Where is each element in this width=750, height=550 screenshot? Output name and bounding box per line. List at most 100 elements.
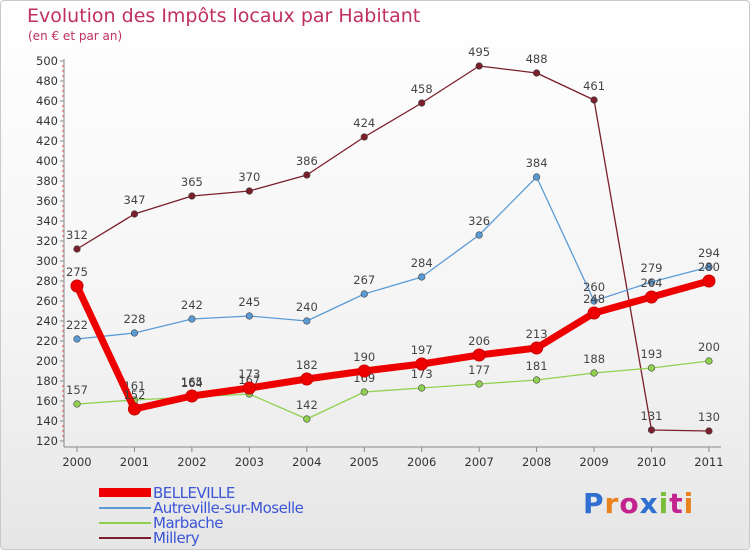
data-point-marbache [360, 388, 368, 396]
series-line-millery [76, 65, 710, 432]
data-label-autreville-sur-moselle: 294 [698, 246, 720, 260]
data-label-marbache: 177 [468, 363, 490, 377]
data-label-marbache: 193 [641, 347, 663, 361]
y-tick-label: 300 [36, 254, 58, 268]
data-point-belleville [357, 364, 371, 378]
y-tick-label: 480 [36, 74, 58, 88]
data-point-autreville-sur-moselle [590, 297, 598, 305]
x-tick-label: 2004 [292, 455, 321, 469]
y-tick-label: 380 [36, 174, 58, 188]
y-tick-label: 320 [36, 234, 58, 248]
y-tick-label: 340 [36, 214, 58, 228]
data-label-belleville: 275 [66, 265, 88, 279]
data-label-millery: 370 [238, 170, 260, 184]
data-point-belleville [127, 402, 141, 416]
data-point-autreville-sur-moselle [418, 273, 426, 281]
data-label-marbache: 200 [698, 340, 720, 354]
data-point-millery [188, 192, 196, 200]
legend-swatch [99, 536, 151, 539]
data-label-millery: 458 [411, 82, 433, 96]
y-tick-label: 460 [36, 94, 58, 108]
data-label-autreville-sur-moselle: 228 [123, 312, 145, 326]
data-label-millery: 386 [296, 154, 318, 168]
data-label-millery: 130 [698, 410, 720, 424]
y-tick-label: 500 [36, 54, 58, 68]
x-tick-label: 2002 [177, 455, 206, 469]
data-point-belleville [472, 348, 486, 362]
data-label-autreville-sur-moselle: 245 [238, 295, 260, 309]
data-label-autreville-sur-moselle: 384 [526, 156, 548, 170]
legend-swatch [99, 506, 151, 509]
y-tick-label: 240 [36, 314, 58, 328]
data-point-millery [705, 427, 713, 435]
data-label-belleville: 248 [583, 292, 605, 306]
data-point-belleville [587, 306, 601, 320]
data-label-autreville-sur-moselle: 240 [296, 300, 318, 314]
x-tick-label: 2011 [694, 455, 723, 469]
x-tick-label: 2009 [579, 455, 608, 469]
data-label-millery: 424 [353, 116, 375, 130]
data-label-autreville-sur-moselle: 242 [181, 298, 203, 312]
data-point-belleville [185, 389, 199, 403]
data-point-autreville-sur-moselle [130, 329, 139, 337]
legend-label: Millery [153, 528, 200, 547]
data-point-belleville [530, 341, 544, 355]
data-point-millery [418, 99, 426, 107]
legend-label: Marbache [153, 513, 224, 532]
y-tick-label: 180 [36, 374, 58, 388]
legend-label: BELLEVILLE [153, 483, 235, 502]
data-label-belleville: 182 [296, 358, 318, 372]
chart-subtitle: (en € et par an) [28, 29, 123, 43]
data-point-millery [475, 62, 483, 70]
data-label-millery: 131 [641, 409, 663, 423]
legend-label: Autreville-sur-Moselle [153, 498, 304, 517]
y-tick-label: 140 [36, 414, 58, 428]
data-label-belleville: 197 [411, 343, 433, 357]
data-point-autreville-sur-moselle [475, 231, 483, 239]
data-label-autreville-sur-moselle: 284 [411, 256, 433, 270]
data-point-marbache [590, 369, 598, 377]
data-label-millery: 495 [468, 45, 490, 59]
y-tick-label: 400 [36, 154, 58, 168]
data-point-marbache [705, 357, 713, 365]
data-point-millery [130, 210, 139, 218]
x-tick-label: 2007 [465, 455, 494, 469]
data-label-belleville: 264 [641, 276, 663, 290]
data-point-millery [73, 245, 81, 253]
proxiti-logo: Proxiti [583, 487, 695, 520]
data-point-autreville-sur-moselle [73, 335, 81, 343]
x-tick-label: 2006 [407, 455, 436, 469]
legend-item: BELLEVILLE [99, 483, 303, 502]
data-point-belleville [702, 274, 716, 288]
data-label-autreville-sur-moselle: 279 [641, 261, 663, 275]
data-point-autreville-sur-moselle [303, 317, 311, 325]
data-point-millery [590, 96, 598, 104]
data-label-marbache: 167 [238, 373, 260, 387]
x-tick-label: 2001 [120, 455, 149, 469]
legend-swatch [99, 521, 151, 524]
data-point-marbache [303, 415, 311, 423]
data-point-autreville-sur-moselle [532, 173, 541, 181]
data-label-autreville-sur-moselle: 326 [468, 214, 490, 228]
data-point-belleville [242, 381, 256, 395]
legend-item: Marbache [99, 513, 303, 532]
data-point-belleville [300, 372, 314, 386]
data-point-millery [647, 426, 656, 434]
data-label-marbache: 157 [66, 383, 88, 397]
data-point-marbache [475, 380, 483, 388]
x-tick-label: 2000 [62, 455, 91, 469]
data-label-autreville-sur-moselle: 267 [353, 273, 375, 287]
data-point-millery [303, 171, 311, 179]
chart-title: Evolution des Impôts locaux par Habitant [27, 5, 421, 27]
x-tick-label: 2003 [235, 455, 264, 469]
y-tick-label: 280 [36, 274, 58, 288]
data-label-autreville-sur-moselle: 222 [66, 318, 88, 332]
y-tick-label: 440 [36, 114, 58, 128]
data-label-autreville-sur-moselle: 260 [583, 280, 605, 294]
data-label-belleville: 280 [698, 260, 720, 274]
data-point-marbache [532, 376, 541, 384]
x-tick-label: 2008 [522, 455, 551, 469]
y-tick-label: 360 [36, 194, 58, 208]
data-point-belleville [70, 279, 84, 293]
x-tick-label: 2010 [637, 455, 666, 469]
